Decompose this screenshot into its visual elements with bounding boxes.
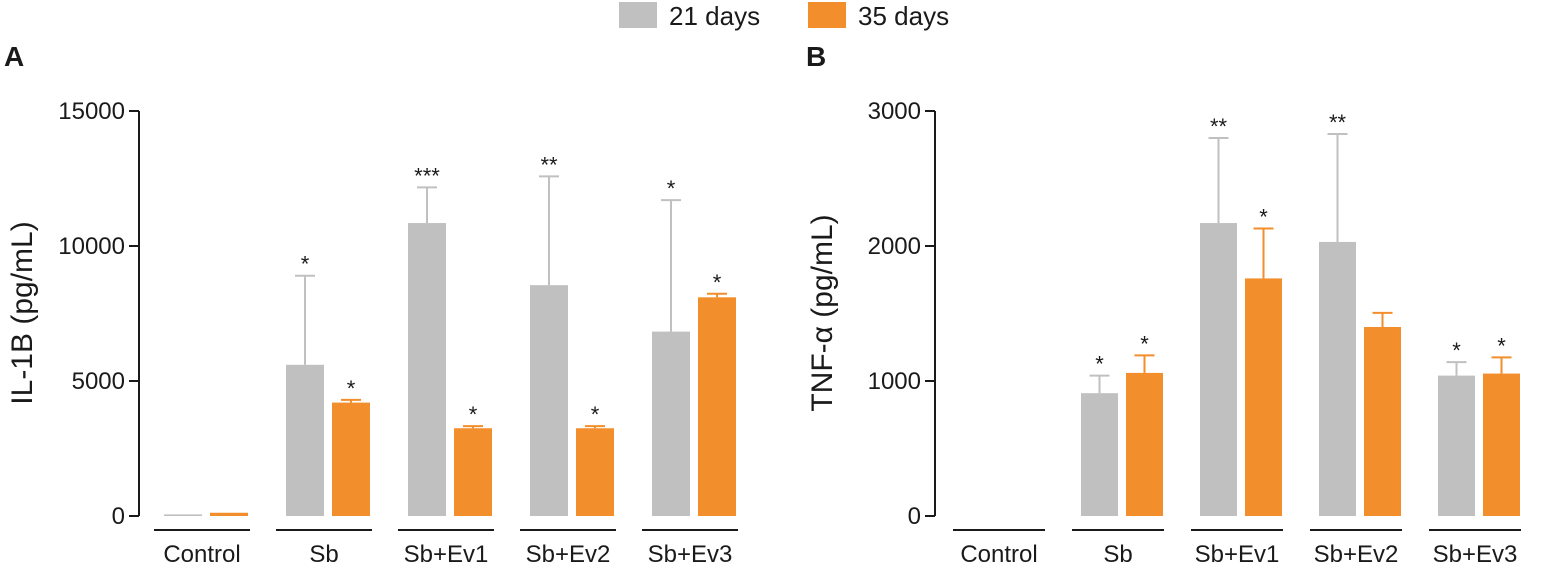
category-label-a: Control: [163, 541, 240, 567]
y-axis-label-b: TNF-α (pg/mL): [806, 214, 839, 411]
bar-21-days-sb-ev2: [1319, 241, 1356, 516]
bar-21-days-sb-ev2: [530, 285, 568, 516]
panel-label-b: B: [806, 41, 826, 72]
category-label-b: Sb+Ev3: [1433, 541, 1518, 567]
y-tick-label-b: 0: [908, 503, 921, 530]
panel-a: A IL-1B (pg/mL) 0 5000 10000 15000 Control Sb…: [4, 41, 738, 567]
bar-35-days-sb: [1126, 372, 1163, 516]
bar-35-days-sb: [332, 402, 370, 516]
bar-21-days-sb-ev1: [408, 223, 446, 517]
legend-label-35-days: 35 days: [858, 1, 949, 31]
significance-marker: **: [1329, 110, 1347, 135]
legend: 21 days 35 days: [619, 1, 949, 31]
panel-label-a: A: [4, 41, 24, 72]
significance-marker: *: [301, 252, 310, 277]
category-label-a: Sb+Ev2: [526, 541, 611, 567]
y-tick-label-a: 0: [112, 503, 125, 530]
bar-35-days-sb-ev2: [1364, 327, 1401, 516]
significance-marker: **: [1210, 114, 1228, 139]
category-label-b: Sb+Ev2: [1314, 541, 1399, 567]
bar-21-days-sb: [1081, 393, 1118, 516]
legend-swatch-21-days: [619, 2, 657, 28]
significance-marker: *: [1452, 338, 1461, 363]
bar-35-days-sb-ev3: [698, 297, 736, 516]
significance-marker: ***: [414, 163, 440, 188]
category-label-a: Sb: [309, 541, 338, 567]
bar-21-days-sb-ev3: [1438, 375, 1475, 516]
bar-35-days-sb-ev1: [1245, 278, 1282, 516]
y-tick-label-a: 15000: [58, 98, 125, 125]
category-label-a: Sb+Ev3: [648, 541, 733, 567]
significance-marker: **: [540, 152, 558, 177]
y-tick-label-b: 1000: [868, 368, 921, 395]
significance-marker: *: [1095, 352, 1104, 377]
y-tick-label-b: 3000: [868, 98, 921, 125]
y-tick-label-b: 2000: [868, 233, 921, 260]
y-tick-label-a: 5000: [72, 368, 125, 395]
y-tick-label-a: 10000: [58, 233, 125, 260]
category-label-b: Sb+Ev1: [1195, 541, 1280, 567]
bar-21-days-sb-ev1: [1200, 223, 1237, 517]
bar-35-days-control: [210, 512, 248, 516]
significance-marker: *: [1140, 331, 1149, 356]
bar-35-days-sb-ev1: [454, 428, 492, 516]
significance-marker: *: [667, 176, 676, 201]
bar-21-days-sb: [286, 364, 324, 516]
significance-marker: *: [347, 376, 356, 401]
significance-marker: *: [713, 270, 722, 295]
significance-marker: *: [469, 402, 478, 427]
bar-21-days-control: [164, 514, 202, 516]
significance-marker: *: [591, 402, 600, 427]
bar-21-days-sb-ev3: [652, 331, 690, 516]
category-label-b: Sb: [1103, 541, 1132, 567]
bar-35-days-sb-ev2: [576, 428, 614, 516]
bar-35-days-sb-ev3: [1483, 373, 1520, 516]
category-label-b: Control: [960, 541, 1037, 567]
legend-swatch-35-days: [808, 2, 846, 28]
significance-marker: *: [1259, 204, 1268, 229]
legend-label-21-days: 21 days: [669, 1, 760, 31]
category-label-a: Sb+Ev1: [404, 541, 489, 567]
significance-marker: *: [1497, 333, 1506, 358]
y-axis-label-a: IL-1B (pg/mL): [6, 221, 39, 404]
